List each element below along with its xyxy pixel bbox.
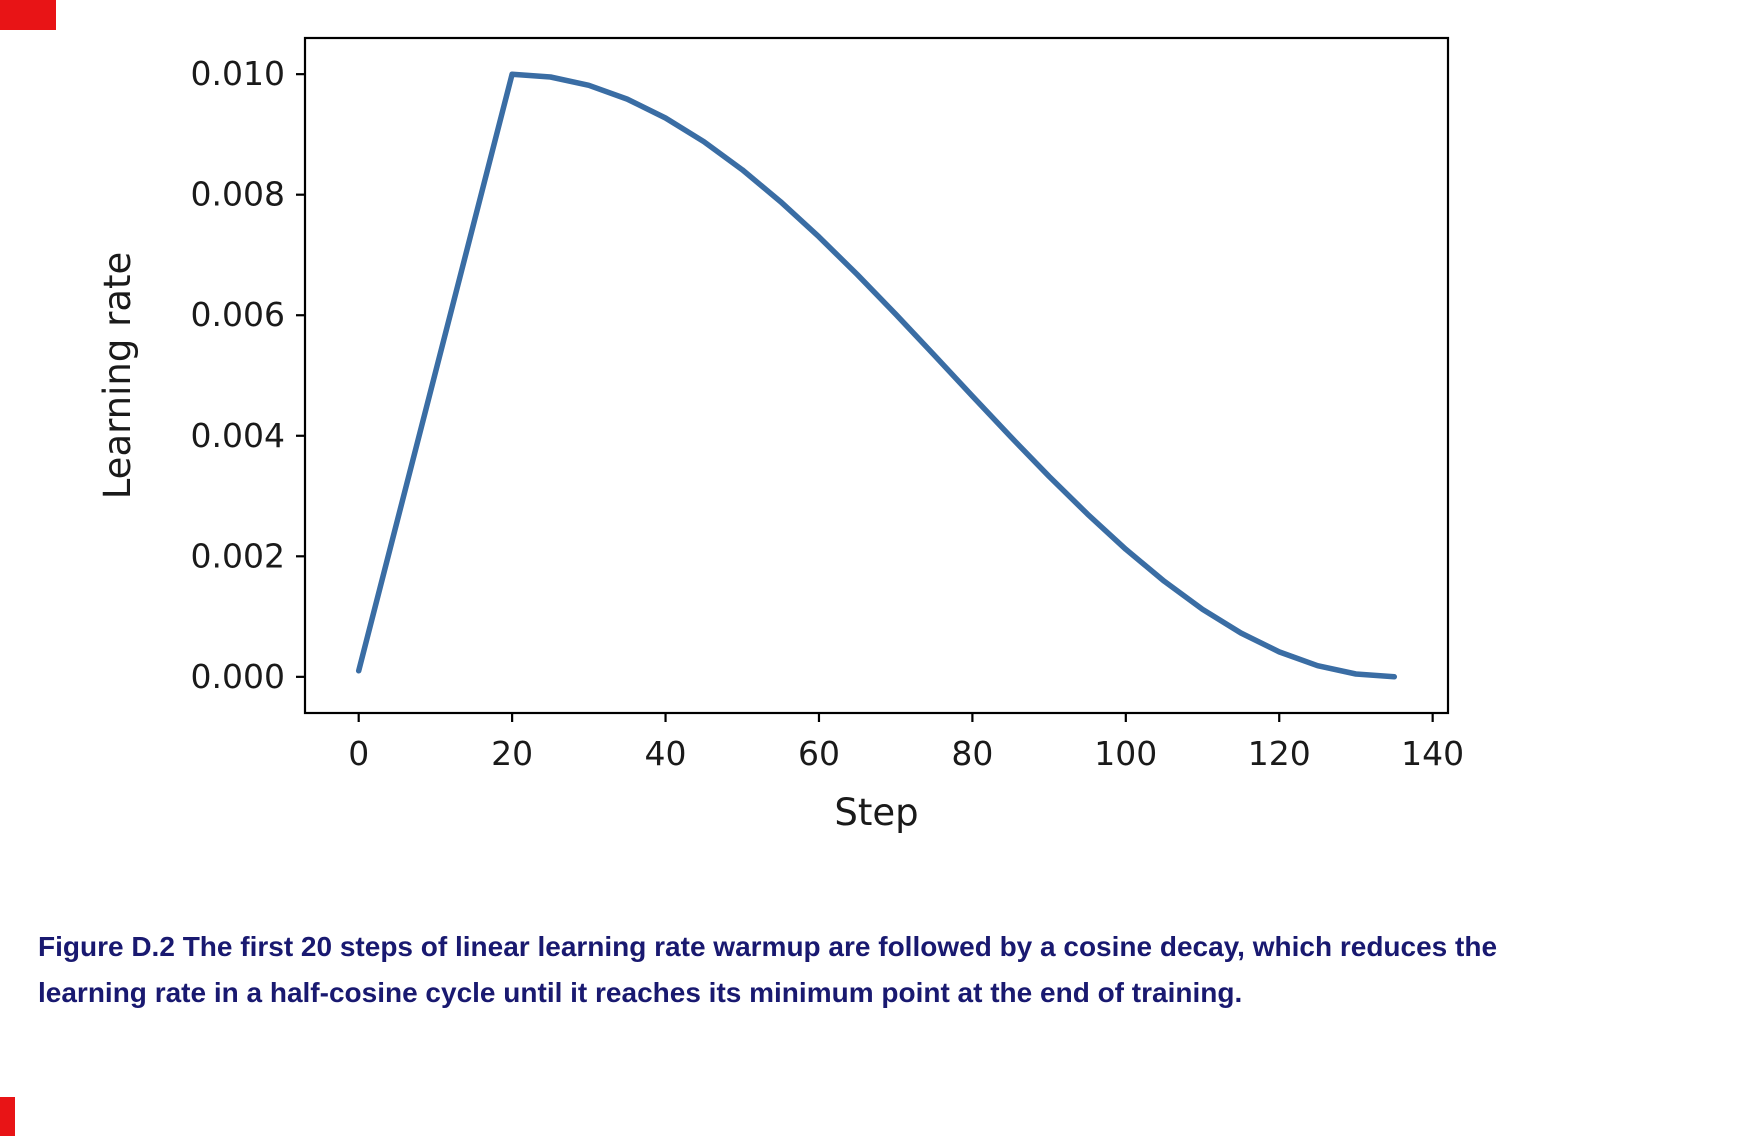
x-tick-label: 80: [951, 734, 993, 773]
y-tick-label: 0.004: [191, 416, 285, 455]
x-tick-label: 20: [491, 734, 533, 773]
y-axis-label: Learning rate: [96, 252, 139, 500]
y-tick-label: 0.000: [191, 657, 285, 696]
x-tick-label: 0: [348, 734, 369, 773]
figure-caption: Figure D.2 The first 20 steps of linear …: [38, 931, 1498, 1009]
y-tick-label: 0.006: [191, 295, 285, 334]
x-tick-label: 120: [1248, 734, 1311, 773]
series-line: [355, 71, 1398, 680]
x-tick-label: 60: [798, 734, 840, 773]
red-artifact-top-left: [0, 0, 56, 30]
x-axis-label: Step: [834, 791, 918, 834]
x-tick-label: 100: [1094, 734, 1157, 773]
x-tick-label: 140: [1401, 734, 1464, 773]
x-tick-label: 40: [645, 734, 687, 773]
learning-rate-chart: 0 20 40 60 80 100 120 140 0.000 0.002 0.004 0.006 0.…: [96, 36, 1464, 834]
y-tick-label: 0.010: [191, 54, 285, 93]
y-tick-label: 0.008: [191, 175, 285, 214]
plot-border: [303, 36, 1450, 715]
red-artifact-bottom-left: [0, 1097, 15, 1136]
y-tick-label: 0.002: [191, 536, 285, 575]
